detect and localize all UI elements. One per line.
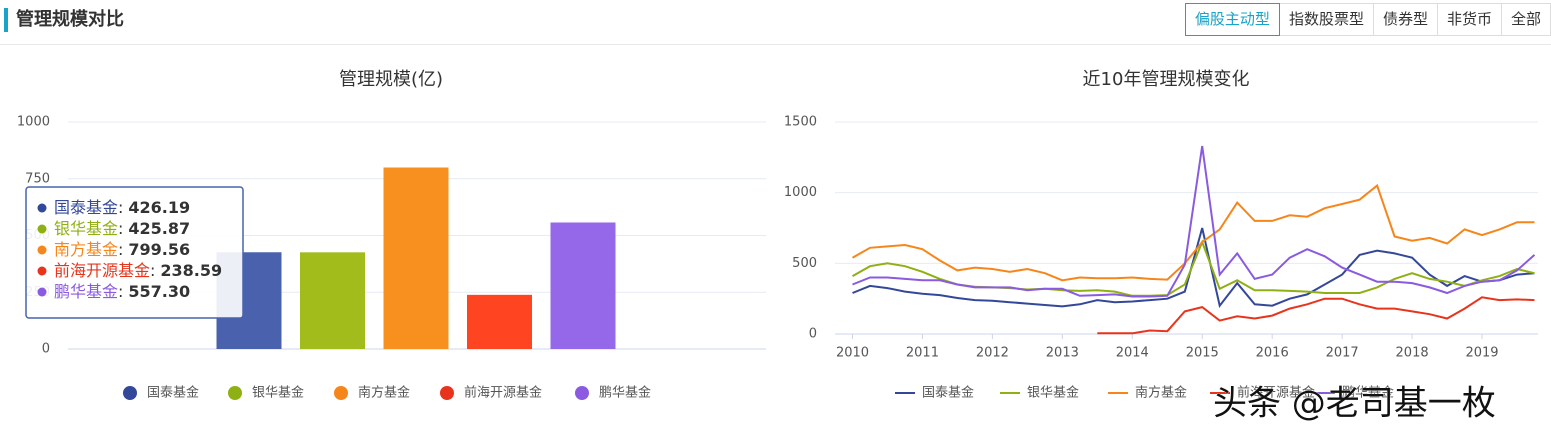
tab[interactable]: 偏股主动型 — [1184, 3, 1280, 36]
y-tick-label: 0 — [809, 327, 817, 342]
tab[interactable]: 全部 — [1500, 3, 1551, 36]
tooltip-value: 799.56 — [128, 240, 190, 259]
tooltip-sep: : — [118, 219, 123, 238]
bar — [550, 222, 616, 349]
tooltip-dot — [37, 287, 47, 297]
tooltip-value: 425.87 — [128, 219, 190, 238]
tooltip-box — [25, 186, 244, 319]
x-tick-label: 2018 — [1396, 346, 1429, 361]
legend-label[interactable]: 前海开源基金 — [464, 385, 542, 401]
legend-label[interactable]: 南方基金 — [358, 385, 410, 401]
y-tick-label: 500 — [792, 256, 817, 271]
y-tick-label: 0 — [42, 342, 50, 357]
x-tick-label: 2013 — [1046, 346, 1079, 361]
watermark: 头条 @老司基一枚 — [1213, 384, 1496, 424]
tooltip-name: 国泰基金 — [54, 198, 118, 217]
chart-title: 近10年管理规模变化 — [1083, 69, 1250, 90]
y-tick-label: 750 — [25, 171, 50, 186]
tooltip-row: 鹏华基金: 557.30 — [54, 282, 190, 301]
tabs: 偏股主动型 指数股票型 债券型 非货币 全部 — [1184, 3, 1551, 36]
tooltip-dot — [37, 266, 47, 276]
tooltip-value: 557.30 — [128, 282, 190, 301]
legend-label[interactable]: 鹏华基金 — [1342, 385, 1394, 401]
legend-label[interactable]: 银华基金 — [1027, 385, 1079, 401]
chart-title: 管理规模(亿) — [339, 69, 443, 90]
tooltip-dot — [37, 245, 47, 255]
tooltip-name: 前海开源基金 — [54, 261, 150, 280]
bar — [383, 167, 449, 349]
series-line — [852, 227, 1535, 308]
tooltip-row: 国泰基金: 426.19 — [54, 198, 190, 217]
x-tick-label: 2019 — [1465, 346, 1498, 361]
legend-label[interactable]: 南方基金 — [1135, 385, 1187, 401]
tooltip-row: 银华基金: 425.87 — [54, 219, 190, 238]
x-tick-label: 2017 — [1326, 346, 1359, 361]
x-tick-label: 2014 — [1116, 346, 1149, 361]
legend-marker — [575, 386, 589, 400]
legend-marker — [123, 386, 137, 400]
section-title: 管理规模对比 — [4, 8, 124, 32]
tooltip-dot — [37, 224, 47, 234]
tooltip-sep: : — [150, 261, 155, 280]
tooltip-sep: : — [118, 198, 123, 217]
x-tick-label: 2012 — [976, 346, 1009, 361]
series-line — [852, 145, 1536, 298]
legend-label[interactable]: 前海开源基金 — [1237, 385, 1315, 401]
x-tick-label: 2015 — [1186, 346, 1219, 361]
tooltip-name: 南方基金 — [54, 240, 118, 259]
tooltip-name: 鹏华基金 — [54, 282, 118, 301]
legend-marker — [440, 386, 454, 400]
legend-marker — [228, 386, 242, 400]
x-tick-label: 2010 — [836, 346, 869, 361]
tooltip-dot — [37, 203, 47, 213]
y-tick-label: 1000 — [17, 115, 50, 130]
header: 管理规模对比 偏股主动型 指数股票型 债券型 非货币 全部 — [0, 0, 1551, 45]
tooltip-value: 426.19 — [128, 198, 190, 217]
tooltip-sep: : — [118, 282, 123, 301]
tooltip-sep: : — [118, 240, 123, 259]
legend-label[interactable]: 国泰基金 — [147, 385, 199, 401]
tooltip-name: 银华基金 — [54, 219, 118, 238]
y-tick-label: 1500 — [784, 115, 817, 130]
tooltip-row: 南方基金: 799.56 — [54, 240, 190, 259]
legend-label[interactable]: 国泰基金 — [922, 385, 974, 401]
legend-label[interactable]: 鹏华基金 — [599, 385, 651, 401]
series-line — [1097, 296, 1535, 335]
x-tick-label: 2011 — [906, 346, 939, 361]
legend-marker — [334, 386, 348, 400]
bar — [467, 294, 532, 349]
tooltip-row: 前海开源基金: 238.59 — [54, 261, 222, 280]
tooltip-value: 238.59 — [160, 261, 222, 280]
legend-label[interactable]: 银华基金 — [252, 385, 304, 401]
bar — [300, 252, 365, 349]
series-line — [852, 183, 1535, 282]
x-tick-label: 2016 — [1256, 346, 1289, 361]
y-tick-label: 1000 — [784, 185, 817, 200]
